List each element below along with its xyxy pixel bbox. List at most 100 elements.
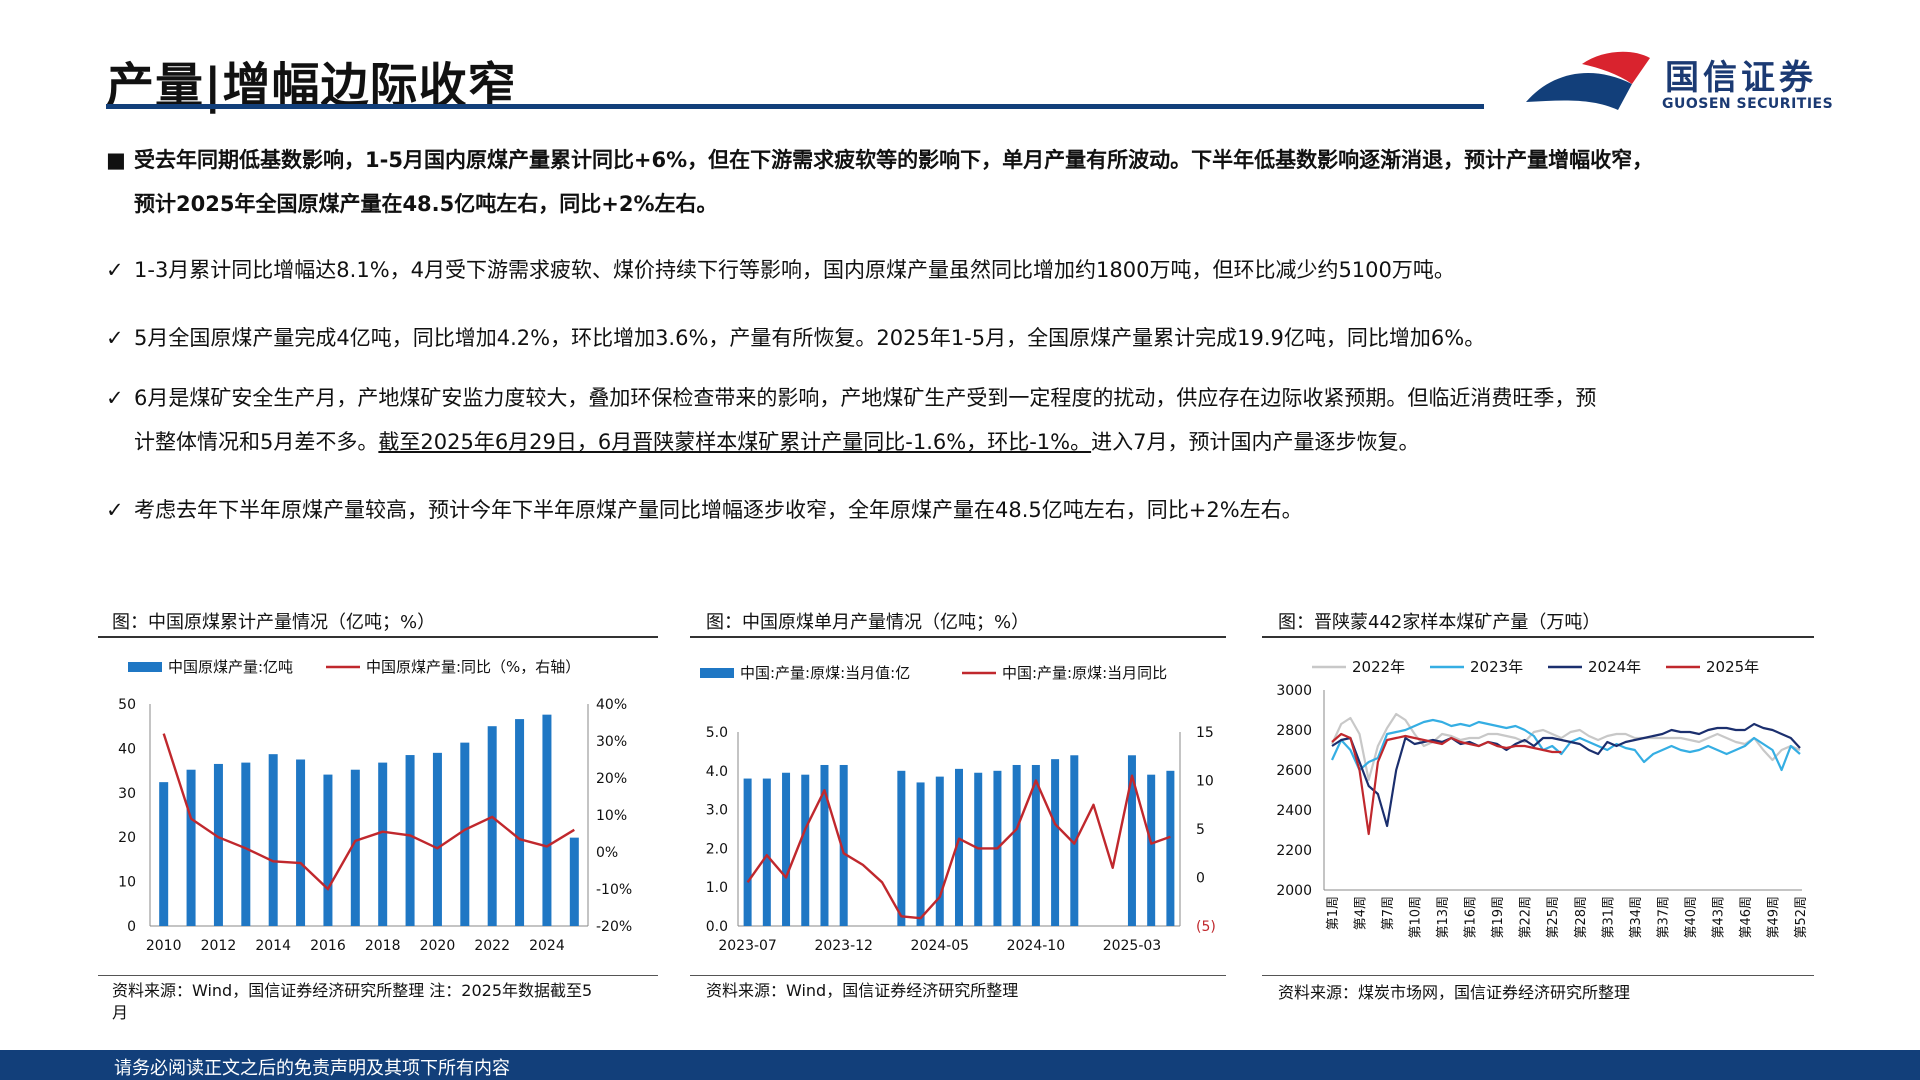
y-tick: 3000 — [1276, 683, 1312, 699]
x-tick-label: 2020 — [420, 938, 456, 954]
chart1-bottom-rule — [98, 975, 658, 976]
chart3-svg: 2022年 2023年 2024年 2025年 2000 2200 2400 2600 2800… — [1276, 658, 1809, 939]
x-tick-label: 2022 — [474, 938, 510, 954]
y-tick-left: 2.0 — [706, 841, 728, 857]
y-tick-right: 5 — [1196, 822, 1205, 838]
bar — [460, 742, 470, 926]
bar — [1051, 759, 1060, 926]
chart3-source: 资料来源：煤炭市场网，国信证券经济研究所整理 — [1278, 983, 1631, 1002]
square-bullet-icon: ■ — [106, 148, 126, 172]
bar — [350, 769, 360, 926]
x-tick-label: 2023-12 — [814, 938, 873, 954]
legend-bar-swatch — [700, 668, 734, 678]
legend-label: 2023年 — [1470, 658, 1523, 676]
bar — [487, 726, 497, 926]
x-tick-label: 第1周 — [1326, 896, 1341, 930]
x-tick-label: 2018 — [365, 938, 401, 954]
x-tick-label: 2012 — [201, 938, 237, 954]
y-tick-right: -20% — [596, 919, 632, 935]
legend-label: 2024年 — [1588, 658, 1641, 676]
bar — [515, 719, 525, 926]
y-tick-left: 40 — [118, 741, 136, 757]
check-icon: ✓ — [106, 386, 124, 410]
main-bullet-line1: 受去年同期低基数影响，1-5月国内原煤产量累计同比+6%，但在下游需求疲软等的影… — [134, 148, 1654, 172]
y-tick-left: 5.0 — [706, 725, 728, 741]
main-bullet: ■ 受去年同期低基数影响，1-5月国内原煤产量累计同比+6%，但在下游需求疲软等的… — [106, 138, 1826, 226]
bar — [762, 778, 771, 926]
series-line — [1331, 722, 1801, 828]
y-tick-left: 30 — [118, 786, 136, 802]
check-item-2-text: 5月全国原煤产量完成4亿吨，同比增加4.2%，环比增加3.6%，产量有所恢复。2… — [134, 326, 1486, 350]
x-tick-label: 2010 — [146, 938, 182, 954]
bar — [213, 763, 223, 926]
series-line — [1331, 718, 1801, 772]
chart2-source: 资料来源：Wind，国信证券经济研究所整理 — [706, 981, 1019, 1000]
x-tick-label: 第34周 — [1629, 896, 1644, 939]
y-tick-right: (5) — [1196, 919, 1216, 935]
x-tick-label: 第10周 — [1409, 896, 1424, 939]
logo-subtitle: GUOSEN SECURITIES — [1662, 96, 1834, 112]
check-item-3-text-a: 计整体情况和5月差不多。 — [134, 430, 379, 454]
check-item-4-text: 考虑去年下半年原煤产量较高，预计今年下半年原煤产量同比增幅逐步收窄，全年原煤产量… — [134, 498, 1303, 522]
legend-label: 2022年 — [1352, 658, 1405, 676]
x-tick-label: 第25周 — [1546, 896, 1561, 939]
y-tick: 2600 — [1276, 763, 1312, 779]
bar — [296, 759, 306, 926]
legend-line-label: 中国原煤产量:同比（%，右轴） — [366, 658, 580, 676]
bar — [241, 762, 251, 926]
x-tick-label: 2016 — [310, 938, 346, 954]
legend-bar-label: 中国原煤产量:亿吨 — [168, 658, 293, 676]
bar — [569, 837, 579, 926]
chart2-bottom-rule — [690, 975, 1226, 976]
y-tick: 2200 — [1276, 843, 1312, 859]
check-item-3: ✓ 6月是煤矿安全生产月，产地煤矿安监力度较大，叠加环保检查带来的影响，产地煤矿生… — [106, 376, 1826, 464]
bar — [935, 776, 944, 926]
y-tick-left: 4.0 — [706, 764, 728, 780]
footer-disclaimer: 请务必阅读正文之后的免责声明及其项下所有内容 — [114, 1058, 510, 1079]
bar — [186, 769, 196, 926]
bar — [916, 782, 925, 926]
x-tick-label: 第28周 — [1574, 896, 1589, 939]
y-tick: 2800 — [1276, 723, 1312, 739]
bar — [268, 754, 278, 926]
x-tick-label: 2024 — [529, 938, 565, 954]
chart2-title-rule — [690, 636, 1226, 638]
chart1-source-line2: 月 — [112, 1003, 129, 1022]
y-tick-left: 3.0 — [706, 803, 728, 819]
x-tick-label: 第49周 — [1766, 896, 1781, 939]
check-icon: ✓ — [106, 498, 124, 522]
y-tick-right: 10% — [596, 808, 627, 824]
guosen-logo-icon — [1526, 51, 1650, 110]
logo-wordmark: 国信证券 — [1665, 58, 1817, 98]
check-icon: ✓ — [106, 258, 124, 282]
chart3-title: 图：晋陕蒙442家样本煤矿产量（万吨） — [1278, 612, 1601, 633]
bar — [820, 764, 829, 926]
bar — [405, 755, 415, 926]
yoy-line — [162, 733, 575, 891]
y-tick-right: 15 — [1196, 725, 1214, 741]
chart1-source: 资料来源：Wind，国信证券经济研究所整理 注：2025年数据截至5 月 — [112, 980, 592, 1024]
bar — [542, 714, 552, 926]
chart2-svg: 中国:产量:原煤:当月值:亿 中国:产量:原煤:当月同比 0.0 1.0 2.0 3.0 4… — [700, 664, 1216, 954]
x-tick-label: 2025-03 — [1103, 938, 1162, 954]
y-tick: 2400 — [1276, 803, 1312, 819]
bar — [323, 774, 333, 926]
legend-bar-swatch — [128, 662, 162, 672]
series-line — [1331, 732, 1562, 836]
y-tick-right: 30% — [596, 734, 627, 750]
legend-line-label: 中国:产量:原煤:当月同比 — [1002, 664, 1167, 682]
footer-bar — [0, 1050, 1920, 1080]
y-tick-left: 10 — [118, 875, 136, 891]
x-tick-label: 第19周 — [1491, 896, 1506, 939]
y-tick-right: -10% — [596, 882, 632, 898]
legend-label: 2025年 — [1706, 658, 1759, 676]
x-tick-label: 第40周 — [1684, 896, 1699, 939]
legend-bar-label: 中国:产量:原煤:当月值:亿 — [740, 664, 910, 682]
bar — [1127, 755, 1136, 926]
y-tick: 2000 — [1276, 883, 1312, 899]
bar — [782, 772, 791, 926]
x-tick-label: 2023-07 — [718, 938, 777, 954]
bar — [839, 764, 848, 926]
x-tick-label: 第4周 — [1354, 896, 1369, 930]
x-tick-label: 第31周 — [1601, 896, 1616, 939]
